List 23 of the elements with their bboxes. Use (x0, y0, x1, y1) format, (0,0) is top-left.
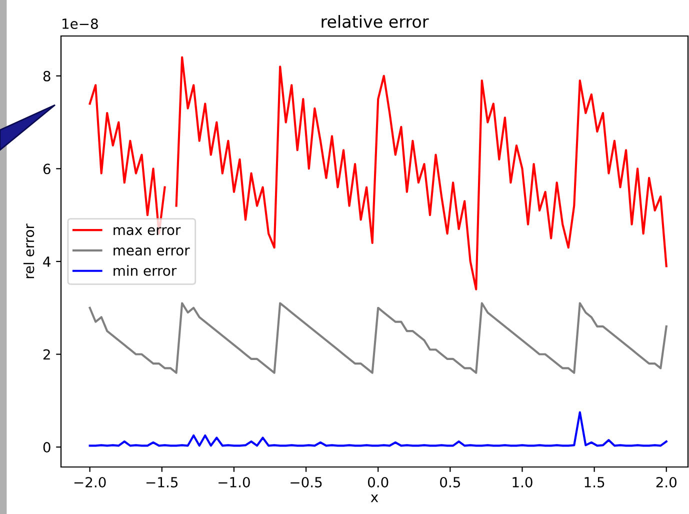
x-axis-title: x (370, 494, 378, 502)
y-tick-label: 4 (43, 256, 50, 267)
chart-title: relative error (322, 15, 429, 28)
legend-label: min error (114, 265, 177, 276)
x-tick-label: −1.0 (218, 476, 250, 488)
y-tick-label: 6 (43, 164, 50, 174)
x-tick-label: 0.0 (368, 476, 388, 488)
legend-label: max error (114, 227, 181, 236)
legend-label: mean error (114, 248, 190, 256)
x-tick-label: 2.0 (656, 476, 676, 488)
y-tick-label: 0 (43, 442, 50, 453)
x-tick-label: 1.5 (584, 477, 604, 488)
x-tick-label: 0.5 (440, 476, 460, 488)
y-tick-label: 8 (43, 70, 50, 82)
y-tick-label: 2 (43, 349, 50, 360)
x-tick-label: −0.5 (290, 476, 322, 488)
y-axis-title: rel error (23, 224, 34, 278)
x-tick-label: −2.0 (74, 476, 106, 488)
text: 1e−8 (62, 18, 98, 29)
x-tick-label: 1.0 (512, 476, 532, 488)
x-tick-label: −1.5 (146, 477, 178, 488)
line-series (88, 411, 668, 447)
line-series (88, 302, 668, 374)
